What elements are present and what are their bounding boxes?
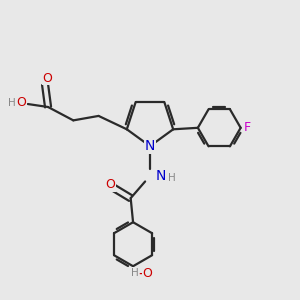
Text: H: H <box>168 173 176 183</box>
Text: N: N <box>145 139 155 153</box>
Text: O: O <box>43 72 52 85</box>
Text: -: - <box>139 266 144 280</box>
Text: O: O <box>105 178 115 191</box>
Text: O: O <box>16 96 26 109</box>
Text: F: F <box>244 121 251 134</box>
Text: H: H <box>131 268 138 278</box>
Text: O: O <box>142 266 152 280</box>
Text: N: N <box>155 169 166 183</box>
Text: H: H <box>8 98 15 107</box>
